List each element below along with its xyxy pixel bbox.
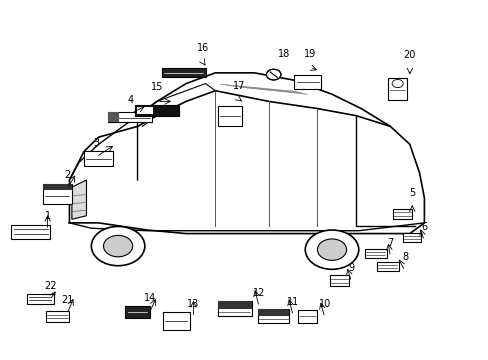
Text: 9: 9: [347, 263, 354, 273]
Bar: [42, 184, 72, 204]
Text: 12: 12: [252, 288, 264, 298]
Bar: [376, 262, 398, 271]
Bar: [294, 75, 321, 89]
Circle shape: [305, 230, 358, 269]
Bar: [217, 301, 251, 316]
Bar: [364, 249, 386, 258]
Text: 3: 3: [93, 138, 99, 148]
Bar: [392, 208, 411, 219]
Bar: [108, 112, 152, 122]
Bar: [27, 294, 54, 303]
Text: 16: 16: [197, 43, 209, 53]
Bar: [402, 233, 421, 242]
Bar: [45, 311, 69, 322]
Bar: [11, 225, 50, 239]
Bar: [108, 112, 119, 122]
Bar: [125, 306, 149, 318]
Text: 20: 20: [403, 50, 415, 60]
Polygon shape: [72, 180, 86, 219]
Text: 21: 21: [61, 295, 73, 305]
Bar: [257, 309, 289, 316]
Text: 17: 17: [233, 81, 245, 91]
Text: 18: 18: [278, 49, 290, 59]
Text: 5: 5: [408, 188, 414, 198]
Text: 15: 15: [150, 82, 163, 93]
Text: 4: 4: [127, 95, 133, 105]
Text: 8: 8: [401, 252, 407, 262]
Text: 19: 19: [304, 49, 316, 59]
Bar: [257, 309, 289, 323]
Bar: [217, 301, 251, 309]
Bar: [163, 312, 189, 330]
Circle shape: [266, 69, 281, 80]
Text: 11: 11: [286, 297, 299, 307]
Bar: [135, 105, 179, 116]
Circle shape: [103, 235, 132, 257]
Bar: [329, 275, 348, 286]
Bar: [137, 107, 152, 113]
Text: 6: 6: [421, 222, 427, 232]
Bar: [297, 310, 317, 323]
Text: 13: 13: [187, 298, 199, 309]
Circle shape: [91, 226, 144, 266]
Text: 1: 1: [44, 211, 51, 221]
Bar: [42, 184, 72, 190]
Text: 14: 14: [143, 293, 156, 303]
Bar: [387, 78, 406, 100]
Text: 22: 22: [43, 281, 56, 291]
Text: 2: 2: [64, 170, 70, 180]
Circle shape: [317, 239, 346, 260]
Text: 7: 7: [386, 238, 393, 248]
Bar: [162, 68, 205, 77]
Bar: [84, 152, 113, 166]
Text: 10: 10: [318, 298, 330, 309]
Bar: [217, 106, 242, 126]
